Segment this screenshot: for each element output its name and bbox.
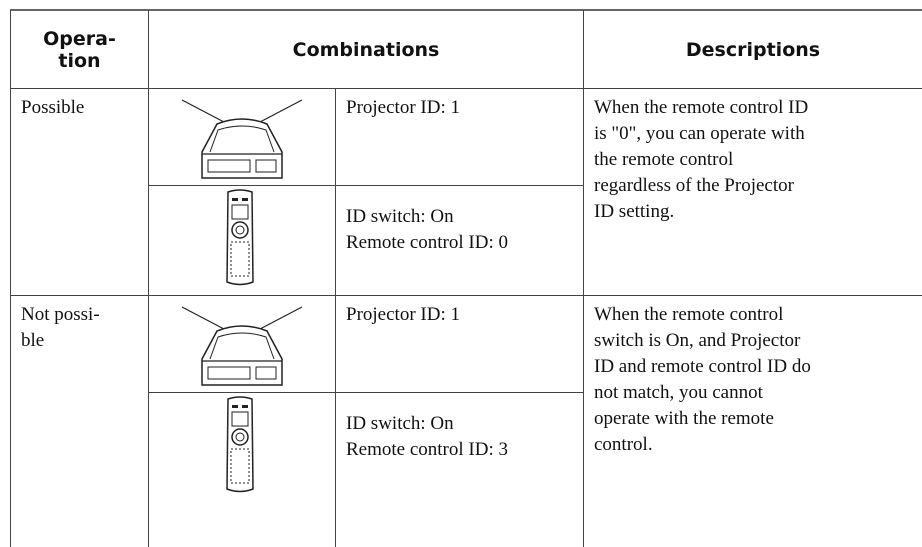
row-border — [10, 295, 922, 296]
operation-cell: Possible — [21, 97, 85, 118]
operation-cell: Not possi- ble — [21, 304, 100, 351]
remote-icon — [220, 395, 260, 495]
column-border — [148, 10, 149, 547]
column-border — [583, 10, 584, 547]
header-cell: Descriptions — [685, 38, 821, 61]
description-cell: When the remote control ID is "0", you c… — [594, 97, 809, 222]
projector-cell: Projector ID: 1 — [346, 97, 460, 118]
subrow-border — [148, 392, 583, 393]
subrow-border — [148, 185, 583, 186]
remote-icon — [220, 188, 260, 288]
top-border — [10, 9, 922, 11]
header-border — [10, 88, 922, 89]
projector-cell: Projector ID: 1 — [346, 304, 460, 325]
header-cell: Opera- tion — [43, 27, 116, 72]
remote-cell: ID switch: On Remote control ID: 3 — [346, 413, 508, 460]
description-cell: When the remote control switch is On, an… — [594, 304, 811, 455]
remote-cell: ID switch: On Remote control ID: 0 — [346, 206, 508, 253]
column-border — [335, 88, 336, 547]
column-border — [10, 10, 11, 547]
projector-icon — [172, 92, 312, 182]
header-cell: Combinations — [292, 38, 440, 61]
projector-icon — [172, 299, 312, 389]
